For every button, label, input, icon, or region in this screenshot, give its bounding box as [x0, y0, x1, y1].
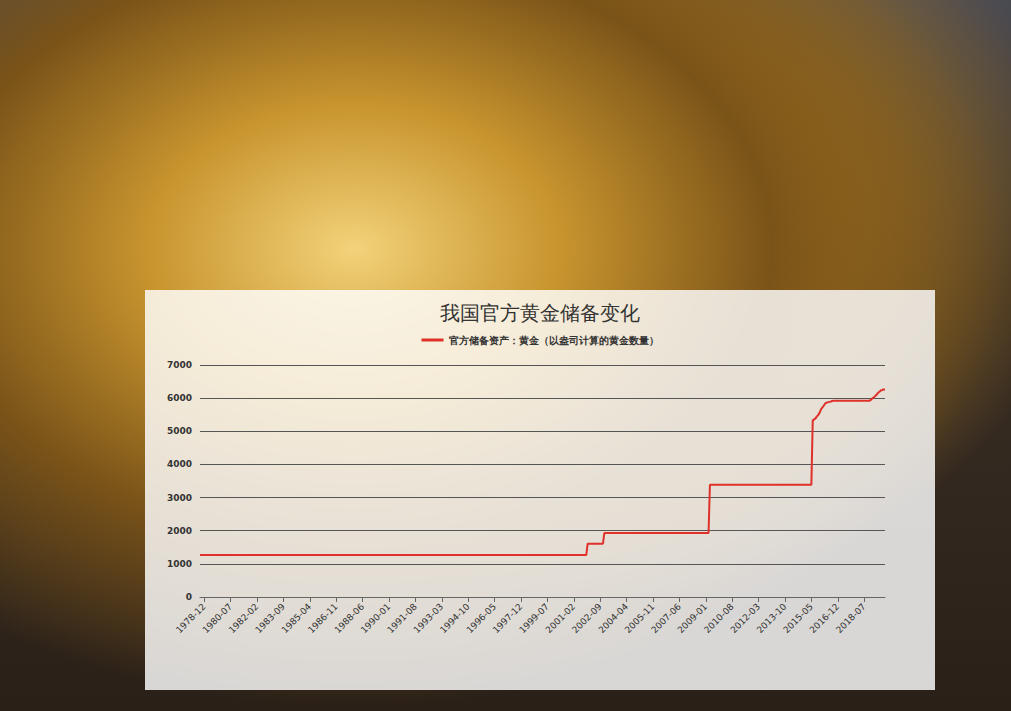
- svg-text:2010-08: 2010-08: [702, 601, 736, 636]
- svg-text:1997-12: 1997-12: [490, 601, 525, 636]
- svg-text:2005-11: 2005-11: [622, 601, 657, 636]
- svg-text:5000: 5000: [167, 426, 192, 436]
- svg-text:3000: 3000: [167, 493, 192, 503]
- svg-text:1996-05: 1996-05: [464, 601, 499, 636]
- svg-text:0: 0: [186, 592, 192, 602]
- svg-text:1000: 1000: [167, 559, 192, 569]
- svg-text:2007-06: 2007-06: [649, 601, 683, 636]
- svg-text:1978-12: 1978-12: [174, 601, 208, 636]
- svg-text:2001-02: 2001-02: [543, 601, 578, 636]
- svg-text:2004-04: 2004-04: [596, 601, 631, 636]
- svg-text:2018-07: 2018-07: [834, 601, 868, 635]
- svg-text:6000: 6000: [167, 393, 192, 403]
- svg-text:官方储备资产：黄金（以盎司计算的黄金数量）: 官方储备资产：黄金（以盎司计算的黄金数量）: [449, 335, 659, 346]
- svg-text:4000: 4000: [167, 459, 192, 469]
- svg-text:2000: 2000: [167, 526, 192, 536]
- svg-text:2016-12: 2016-12: [807, 601, 842, 636]
- svg-text:1985-04: 1985-04: [279, 601, 314, 636]
- svg-text:2015-05: 2015-05: [781, 601, 815, 636]
- svg-text:2013-10: 2013-10: [754, 601, 789, 636]
- svg-text:7000: 7000: [167, 360, 192, 370]
- svg-text:2012-03: 2012-03: [728, 601, 763, 636]
- svg-text:1982-02: 1982-02: [226, 601, 261, 636]
- svg-text:2002-09: 2002-09: [570, 601, 604, 636]
- svg-text:1980-07: 1980-07: [200, 601, 235, 636]
- svg-text:1990-01: 1990-01: [358, 601, 393, 636]
- svg-text:2009-01: 2009-01: [675, 601, 710, 636]
- svg-text:1988-06: 1988-06: [332, 601, 367, 636]
- svg-text:1986-11: 1986-11: [306, 601, 340, 636]
- svg-text:我国官方黄金储备变化: 我国官方黄金储备变化: [440, 301, 640, 325]
- svg-text:1994-10: 1994-10: [438, 601, 472, 636]
- svg-text:1983-09: 1983-09: [253, 601, 287, 636]
- svg-text:1991-08: 1991-08: [385, 601, 419, 636]
- svg-text:1999-07: 1999-07: [517, 601, 551, 636]
- svg-text:1993-03: 1993-03: [411, 601, 446, 636]
